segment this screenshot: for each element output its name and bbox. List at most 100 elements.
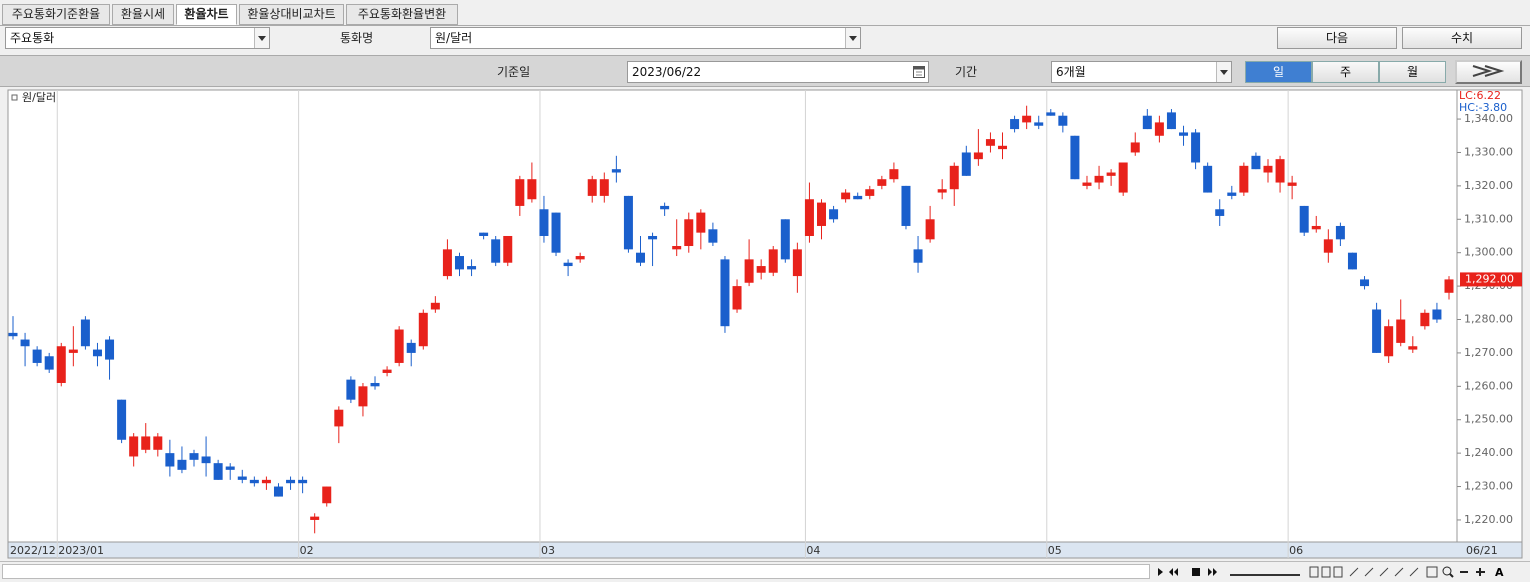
candle-body xyxy=(1287,182,1297,186)
candle-body xyxy=(756,266,766,273)
candle-body xyxy=(635,252,645,263)
candle-body xyxy=(1022,115,1032,123)
tab[interactable]: 환율시세 xyxy=(112,4,174,25)
x-end-label: 06/21 xyxy=(1466,544,1498,557)
interval-button[interactable]: 일 xyxy=(1245,61,1312,83)
scroll-track[interactable] xyxy=(2,564,1150,579)
tab[interactable]: 주요통화환율변환 xyxy=(346,4,458,25)
candle-body xyxy=(1360,279,1370,287)
currency-select[interactable]: 원/달러 xyxy=(430,27,861,49)
legend-label: 원/달러 xyxy=(22,91,56,104)
tab[interactable]: 주요통화기준환율 xyxy=(2,4,110,25)
interval-button[interactable]: 월 xyxy=(1379,61,1446,83)
candle-body xyxy=(1227,192,1237,196)
candle-body xyxy=(1299,205,1309,233)
candle-body xyxy=(394,329,404,363)
candle-body xyxy=(20,339,30,347)
candle-body xyxy=(998,145,1008,150)
candle-body xyxy=(1118,162,1128,193)
chart-controls: A xyxy=(1158,566,1504,579)
x-tick-label: 04 xyxy=(806,544,820,557)
hc-label: HC:-3.80 xyxy=(1459,101,1507,114)
candle-body xyxy=(213,463,223,480)
legend-swatch xyxy=(11,94,18,101)
candle-body xyxy=(1154,122,1164,136)
candle-body xyxy=(358,386,368,407)
x-axis-strip xyxy=(7,541,1523,559)
candle-body xyxy=(817,202,827,226)
interval-button[interactable]: 주 xyxy=(1312,61,1379,83)
candle-body xyxy=(1396,319,1406,343)
candle-body xyxy=(8,332,18,337)
candle-body xyxy=(1335,225,1345,240)
candle-body xyxy=(249,479,259,484)
x-tick-label: 2023/01 xyxy=(58,544,104,557)
candle-body xyxy=(901,185,911,226)
candle-body xyxy=(1420,312,1430,327)
last-price-label: 1,292.00 xyxy=(1465,272,1514,285)
candle-body xyxy=(1323,239,1333,253)
candle-body xyxy=(877,179,887,186)
values-button[interactable]: 수치 xyxy=(1402,27,1522,49)
candle-body xyxy=(732,286,742,310)
date-input[interactable]: 2023/06/22 xyxy=(627,61,929,83)
candle-body xyxy=(804,199,814,236)
candle-body xyxy=(551,212,561,253)
candle-body xyxy=(261,479,271,484)
candle-body xyxy=(189,453,199,460)
period-label: 기간 xyxy=(955,65,978,79)
candle-body xyxy=(961,152,971,176)
candle-body xyxy=(141,436,151,450)
candle-body xyxy=(744,259,754,283)
scrollbar: A xyxy=(0,561,1530,581)
tab[interactable]: 환율상대비교차트 xyxy=(239,4,344,25)
candle-body xyxy=(841,192,851,200)
candle-body xyxy=(1275,159,1285,183)
candle-body xyxy=(491,239,501,263)
plot-area xyxy=(7,89,1523,543)
candle-body xyxy=(720,259,730,327)
y-tick-label: 1,300.00 xyxy=(1464,246,1513,259)
candle-body xyxy=(515,179,525,206)
candle-body xyxy=(92,349,102,357)
y-tick-label: 1,280.00 xyxy=(1464,313,1513,326)
candle-body xyxy=(165,453,175,467)
tab[interactable]: 환율차트 xyxy=(176,4,237,25)
x-tick-label: 03 xyxy=(541,544,555,557)
date-text: 2023/06/22 xyxy=(632,65,702,79)
candle-body xyxy=(1251,155,1261,170)
candle-body xyxy=(1034,122,1044,126)
period-select[interactable]: 6개월 xyxy=(1051,61,1232,83)
candle-body xyxy=(322,486,332,504)
candle-body xyxy=(430,302,440,310)
candle-body xyxy=(1058,115,1068,126)
candle-body xyxy=(587,179,597,196)
candle-body xyxy=(1082,182,1092,186)
expand-button[interactable] xyxy=(1455,60,1522,84)
y-tick-label: 1,310.00 xyxy=(1464,212,1513,225)
candle-body xyxy=(660,205,670,210)
candle-body xyxy=(56,346,66,383)
candle-body xyxy=(599,179,609,196)
currency-group-select[interactable]: 주요통화 xyxy=(5,27,270,49)
candle-body xyxy=(1070,135,1080,180)
candle-body xyxy=(792,249,802,277)
candle-body xyxy=(32,349,42,363)
y-tick-label: 1,320.00 xyxy=(1464,179,1513,192)
candle-body xyxy=(1372,309,1382,353)
candle-body xyxy=(949,165,959,190)
dropdown-arrow xyxy=(845,28,860,48)
y-tick-label: 1,230.00 xyxy=(1464,480,1513,493)
candle-body xyxy=(1130,142,1140,153)
y-tick-label: 1,330.00 xyxy=(1464,145,1513,158)
candle-body xyxy=(273,486,283,497)
dropdown-arrow xyxy=(254,28,269,48)
select-text: 주요통화 xyxy=(10,31,55,45)
candle-body xyxy=(1384,326,1394,357)
last-price-box xyxy=(1460,272,1522,287)
chart: 2022/12 2023/01 02 03 04 05 06 06/21 1,220.00 1,2… xyxy=(7,89,1523,559)
lc-label: LC:6.22 xyxy=(1459,89,1501,102)
candle-body xyxy=(1142,115,1152,130)
y-tick-label: 1,220.00 xyxy=(1464,513,1513,526)
next-button[interactable]: 다음 xyxy=(1277,27,1397,49)
